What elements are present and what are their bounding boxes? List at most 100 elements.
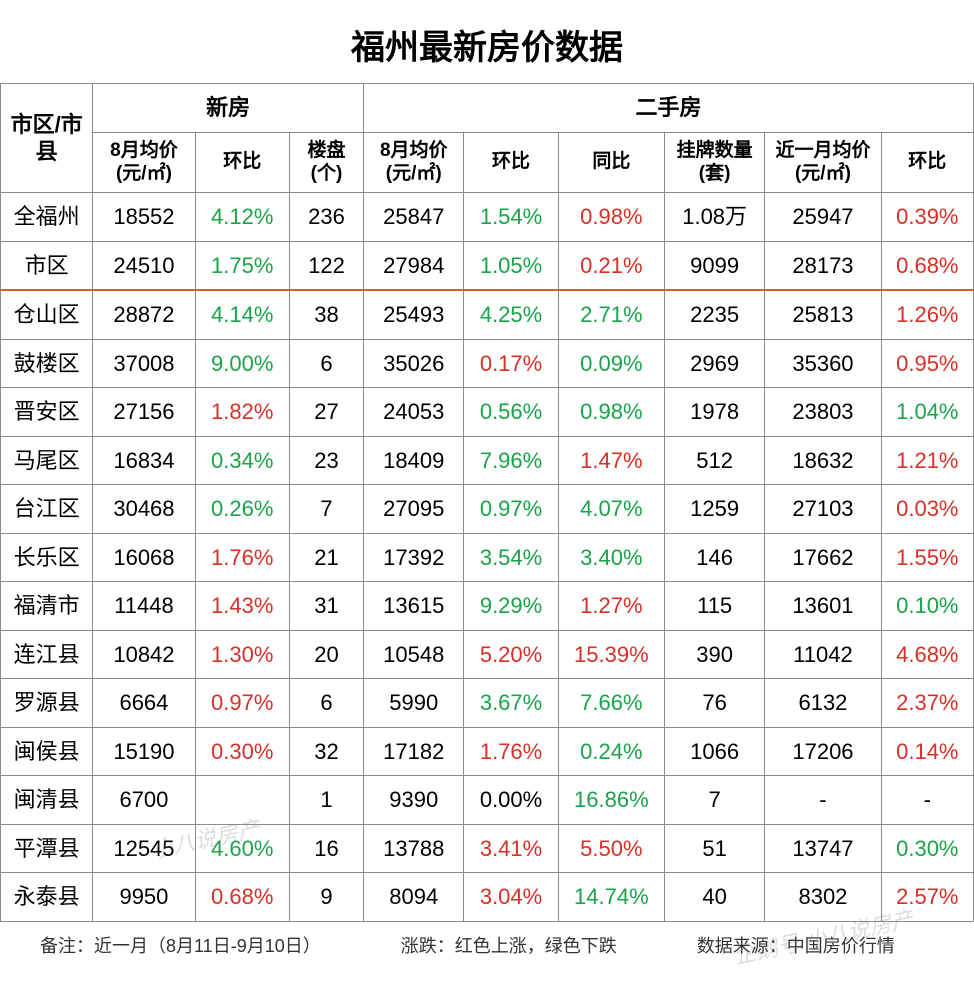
cell-n1: 15190: [93, 727, 195, 776]
cell-s3: 0.98%: [558, 388, 664, 437]
cell-n1: 12545: [93, 824, 195, 873]
th-n2: 环比: [195, 132, 289, 193]
cell-s6: 0.68%: [881, 241, 973, 290]
cell-s4: 1.08万: [664, 193, 764, 242]
cell-region: 仓山区: [1, 290, 93, 339]
cell-s2: 1.05%: [464, 241, 558, 290]
table-row: 台江区304680.26%7270950.97%4.07%1259271030.…: [1, 485, 974, 534]
cell-s3: 16.86%: [558, 776, 664, 825]
cell-n3: 38: [289, 290, 363, 339]
footer-source: 数据来源：中国房价行情: [697, 932, 895, 958]
cell-s4: 1259: [664, 485, 764, 534]
table-row: 仓山区288724.14%38254934.25%2.71%2235258131…: [1, 290, 974, 339]
cell-s6: 0.03%: [881, 485, 973, 534]
cell-n3: 21: [289, 533, 363, 582]
cell-s3: 4.07%: [558, 485, 664, 534]
table-row: 永泰县99500.68%980943.04%14.74%4083022.57%: [1, 873, 974, 922]
th-s2: 环比: [464, 132, 558, 193]
th-s6: 环比: [881, 132, 973, 193]
cell-s4: 9099: [664, 241, 764, 290]
cell-s5: 27103: [765, 485, 881, 534]
cell-s3: 3.40%: [558, 533, 664, 582]
cell-s1: 8094: [364, 873, 464, 922]
cell-n3: 16: [289, 824, 363, 873]
th-s3: 同比: [558, 132, 664, 193]
cell-s1: 27984: [364, 241, 464, 290]
page-title: 福州最新房价数据: [0, 12, 974, 83]
cell-s6: 0.95%: [881, 339, 973, 388]
cell-s1: 24053: [364, 388, 464, 437]
cell-n3: 236: [289, 193, 363, 242]
cell-s2: 9.29%: [464, 582, 558, 631]
cell-s5: 18632: [765, 436, 881, 485]
cell-n2: 9.00%: [195, 339, 289, 388]
cell-n2: 1.30%: [195, 630, 289, 679]
table-row: 连江县108421.30%20105485.20%15.39%390110424…: [1, 630, 974, 679]
cell-s2: 0.56%: [464, 388, 558, 437]
table-row: 平潭县125454.60%16137883.41%5.50%51137470.3…: [1, 824, 974, 873]
table-row: 晋安区271561.82%27240530.56%0.98%1978238031…: [1, 388, 974, 437]
cell-s3: 0.09%: [558, 339, 664, 388]
footer: 备注：近一月（8月11日-9月10日） 涨跌：红色上涨，绿色下跌 数据来源：中国…: [0, 922, 974, 978]
cell-s5: 25947: [765, 193, 881, 242]
cell-s5: 35360: [765, 339, 881, 388]
cell-region: 永泰县: [1, 873, 93, 922]
cell-s2: 1.76%: [464, 727, 558, 776]
cell-n3: 1: [289, 776, 363, 825]
cell-n2: [195, 776, 289, 825]
cell-s2: 3.54%: [464, 533, 558, 582]
cell-s6: 0.30%: [881, 824, 973, 873]
cell-region: 闽侯县: [1, 727, 93, 776]
cell-n2: 4.60%: [195, 824, 289, 873]
th-n3: 楼盘(个): [289, 132, 363, 193]
cell-s4: 76: [664, 679, 764, 728]
cell-s2: 1.54%: [464, 193, 558, 242]
cell-s3: 7.66%: [558, 679, 664, 728]
cell-s6: 1.04%: [881, 388, 973, 437]
cell-n1: 27156: [93, 388, 195, 437]
cell-s6: 2.37%: [881, 679, 973, 728]
cell-s4: 51: [664, 824, 764, 873]
cell-n1: 16834: [93, 436, 195, 485]
cell-region: 闽清县: [1, 776, 93, 825]
cell-n3: 27: [289, 388, 363, 437]
cell-s2: 7.96%: [464, 436, 558, 485]
th-s5: 近一月均价(元/㎡): [765, 132, 881, 193]
footer-note: 备注：近一月（8月11日-9月10日）: [40, 932, 321, 958]
cell-region: 市区: [1, 241, 93, 290]
cell-s2: 0.17%: [464, 339, 558, 388]
cell-s3: 0.21%: [558, 241, 664, 290]
cell-s3: 1.47%: [558, 436, 664, 485]
cell-n2: 1.75%: [195, 241, 289, 290]
cell-s5: 11042: [765, 630, 881, 679]
cell-n2: 0.26%: [195, 485, 289, 534]
cell-n1: 11448: [93, 582, 195, 631]
cell-s6: 4.68%: [881, 630, 973, 679]
cell-s5: 23803: [765, 388, 881, 437]
table-row: 福清市114481.43%31136159.29%1.27%115136010.…: [1, 582, 974, 631]
cell-n2: 1.43%: [195, 582, 289, 631]
cell-s1: 17182: [364, 727, 464, 776]
cell-n1: 30468: [93, 485, 195, 534]
cell-n2: 0.68%: [195, 873, 289, 922]
footer-legend: 涨跌：红色上涨，绿色下跌: [401, 932, 617, 958]
cell-n3: 7: [289, 485, 363, 534]
cell-s2: 3.41%: [464, 824, 558, 873]
th-s1: 8月均价(元/㎡): [364, 132, 464, 193]
cell-n1: 24510: [93, 241, 195, 290]
cell-n3: 6: [289, 339, 363, 388]
cell-s1: 13615: [364, 582, 464, 631]
cell-n3: 32: [289, 727, 363, 776]
table-row: 罗源县66640.97%659903.67%7.66%7661322.37%: [1, 679, 974, 728]
th-group-second: 二手房: [364, 84, 974, 133]
cell-s2: 3.04%: [464, 873, 558, 922]
cell-s2: 4.25%: [464, 290, 558, 339]
cell-n1: 6664: [93, 679, 195, 728]
cell-n3: 20: [289, 630, 363, 679]
cell-s6: 0.10%: [881, 582, 973, 631]
cell-s6: 2.57%: [881, 873, 973, 922]
cell-n1: 10842: [93, 630, 195, 679]
cell-s4: 40: [664, 873, 764, 922]
cell-region: 长乐区: [1, 533, 93, 582]
cell-s1: 5990: [364, 679, 464, 728]
